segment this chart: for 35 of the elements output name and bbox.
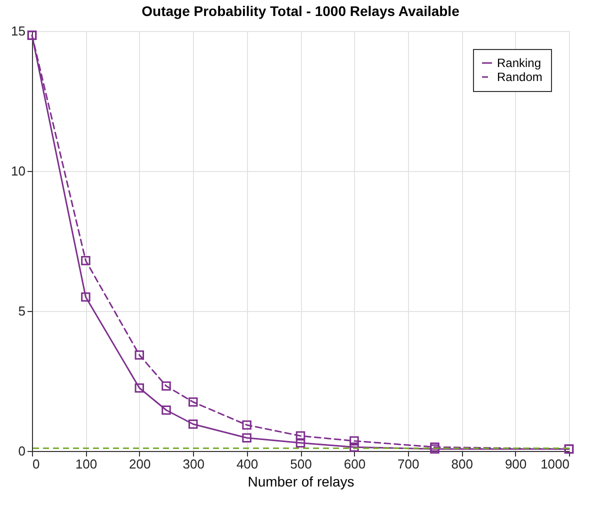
point	[81, 292, 90, 302]
y-tick-label: 10	[11, 164, 26, 178]
point	[242, 433, 252, 442]
point	[350, 436, 359, 446]
point	[296, 431, 306, 441]
point	[188, 419, 198, 429]
x-tick-label: 900	[504, 456, 527, 472]
point	[162, 381, 171, 391]
x-tick-label: 200	[129, 456, 151, 472]
x-tick-label: 0	[32, 456, 40, 472]
point	[162, 405, 171, 415]
x-tick-label: 700	[398, 456, 420, 472]
x-tick-label: 800	[451, 456, 473, 472]
legend-label: Ranking	[497, 56, 542, 70]
x-axis-title: Number of relays	[248, 474, 354, 490]
y-tick-label: 5	[18, 304, 26, 318]
point	[430, 442, 440, 452]
legend-label: Random	[497, 70, 542, 84]
x-tick-label: 500	[290, 456, 312, 472]
x-tick-label: 600	[344, 456, 366, 472]
x-tick-label: 1000	[540, 456, 570, 472]
x-tick-label: 300	[182, 456, 204, 472]
point	[134, 350, 144, 360]
chart-title: Outage Probability Total - 1000 Relays Available	[142, 3, 460, 19]
y-tick-label: 15	[11, 24, 26, 38]
point	[134, 383, 144, 393]
point	[350, 442, 359, 452]
point	[81, 256, 90, 266]
x-tick-label: 400	[236, 456, 258, 472]
point	[242, 420, 252, 430]
point	[188, 397, 198, 407]
point	[296, 438, 306, 448]
x-tick-label: 100	[75, 456, 98, 472]
y-tick-label: 0	[18, 444, 26, 458]
point	[430, 444, 440, 454]
